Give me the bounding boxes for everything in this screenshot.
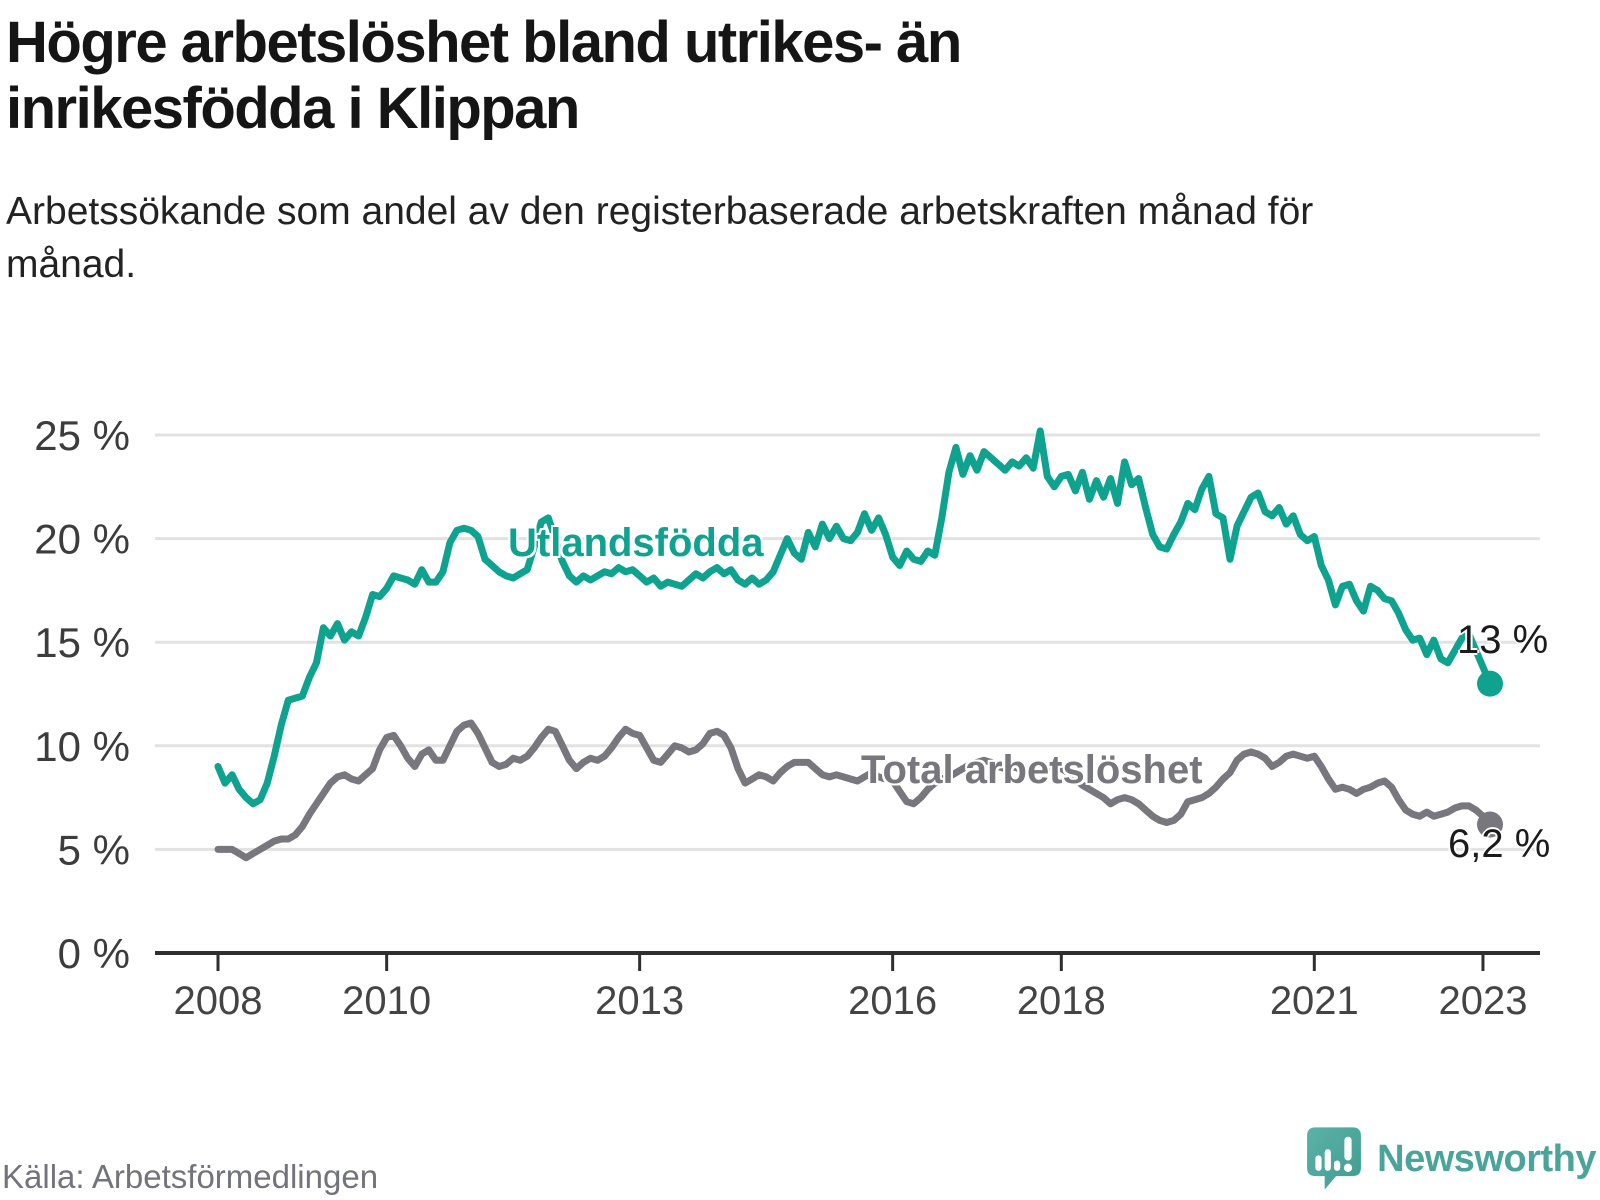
series-line-total (214, 719, 1494, 862)
newsworthy-bubble-icon (1307, 1127, 1362, 1190)
y-axis-label: 20 % (34, 516, 130, 563)
y-axis-label: 10 % (34, 723, 130, 770)
chart-subtitle: Arbetssökande som andel av den registerb… (6, 190, 1314, 286)
newsworthy-wordmark: Newsworthy (1377, 1137, 1596, 1180)
x-axis-label: 2010 (342, 979, 431, 1023)
series-end-dot-total (1477, 811, 1503, 838)
series-label-utlandsfodda: Utlandsfödda (508, 521, 764, 565)
series-end-dot-utlandsfodda (1477, 670, 1503, 697)
y-axis-label: 5 % (58, 826, 130, 873)
x-axis-label: 2008 (174, 979, 263, 1023)
y-axis-label: 15 % (34, 619, 130, 666)
series-label-total: Total arbetslöshet (861, 748, 1203, 792)
source-note: Källa: Arbetsförmedlingen (2, 1158, 379, 1195)
x-axis-label: 2023 (1438, 979, 1527, 1023)
x-axis-label: 2013 (595, 979, 684, 1023)
x-axis-label: 2021 (1270, 979, 1359, 1023)
end-value-total: 6,2 % (1448, 822, 1551, 866)
y-axis-label: 25 % (34, 412, 130, 459)
series-line-utlandsfodda (214, 427, 1494, 808)
x-axis-label: 2016 (848, 979, 937, 1023)
chart-title: Högre arbetslöshet bland utrikes- än inr… (6, 10, 962, 142)
x-axis-label: 2018 (1017, 979, 1106, 1023)
y-axis-label: 0 % (58, 930, 130, 977)
newsworthy-logo[interactable]: Newsworthy (1305, 1126, 1596, 1192)
end-value-utlandsfodda: 13 % (1457, 618, 1549, 662)
